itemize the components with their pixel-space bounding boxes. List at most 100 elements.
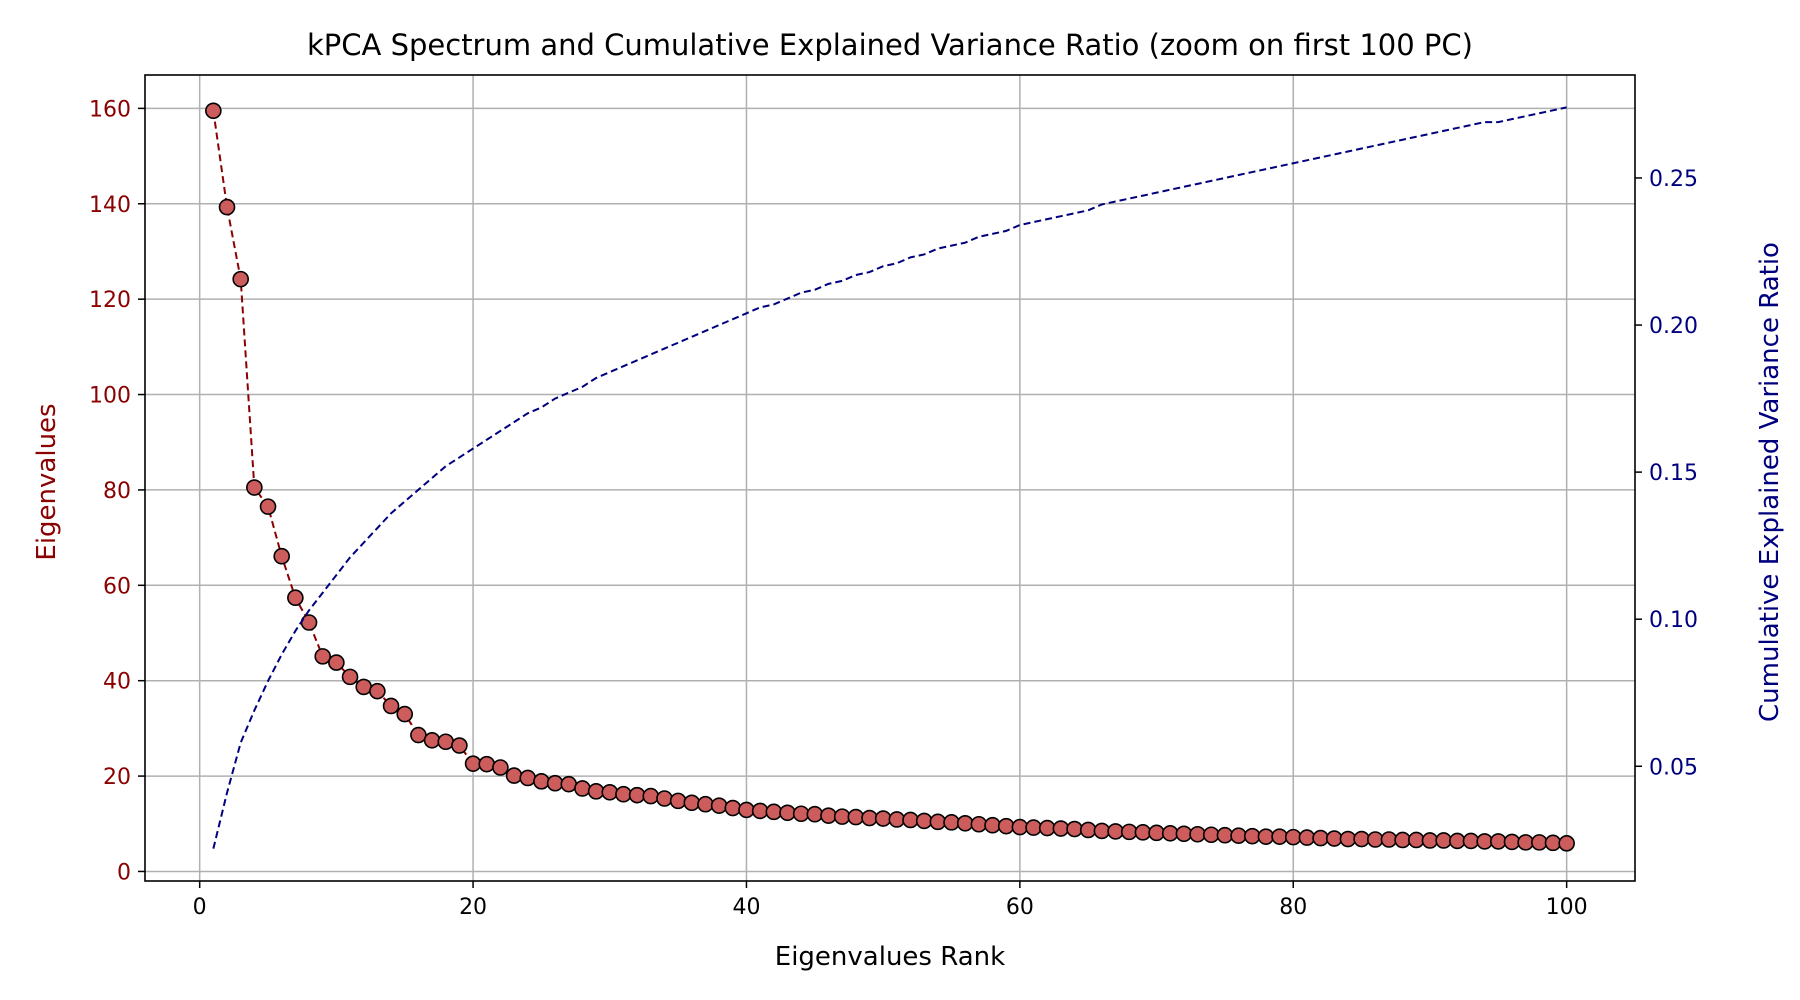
eigenvalue-point xyxy=(587,783,605,800)
eigenvalue-point xyxy=(1161,825,1179,842)
eigenvalue-point xyxy=(1243,827,1261,845)
x-tick-label: 60 xyxy=(1006,895,1034,920)
eigenvalue-point xyxy=(1531,834,1548,851)
eigenvalue-point xyxy=(451,737,468,754)
eigenvalue-point xyxy=(533,773,550,790)
eigenvalue-point xyxy=(792,805,810,823)
eigenvalue-point xyxy=(423,732,441,749)
eigenvalue-point xyxy=(519,769,537,787)
y-right-tick-label: 0.25 xyxy=(1649,167,1698,192)
eigenvalue-point xyxy=(1380,831,1398,848)
eigenvalue-point xyxy=(697,795,714,813)
grid xyxy=(145,75,1635,881)
eigenvalue-point xyxy=(601,783,619,801)
eigenvalue-point xyxy=(314,648,332,665)
eigenvalue-point xyxy=(1503,833,1521,851)
eigenvalue-point xyxy=(546,774,564,792)
y-right-axis-label: Cumulative Explained Variance Ratio xyxy=(1755,242,1785,722)
eigenvalue-point xyxy=(205,102,222,120)
y-right-tick-label: 0.10 xyxy=(1649,608,1698,633)
eigenvalue-point xyxy=(956,814,974,832)
x-tick-label: 80 xyxy=(1279,895,1307,920)
eigenvalue-point xyxy=(779,804,796,822)
eigenvalue-point xyxy=(751,802,769,820)
eigenvalue-point xyxy=(328,654,345,671)
eigenvalue-point xyxy=(1216,826,1234,844)
eigenvalue-point xyxy=(492,759,509,776)
eigenvalue-point xyxy=(984,816,1001,834)
eigenvalue-point xyxy=(1175,825,1193,843)
eigenvalue-point xyxy=(888,811,906,828)
y-right-tick-label: 0.20 xyxy=(1649,314,1698,339)
y-left-tick-label: 0 xyxy=(117,860,131,885)
eigenvalue-point xyxy=(710,797,728,814)
eigenvalue-point xyxy=(669,792,687,810)
eigenvalue-point xyxy=(1093,822,1111,840)
eigenvalue-point xyxy=(1325,830,1343,847)
eigenvalue-point xyxy=(341,668,359,686)
eigenvalue-point xyxy=(943,814,960,831)
eigenvalue-point xyxy=(642,787,660,805)
y-left-tick-label: 20 xyxy=(103,765,131,790)
eigenvalue-point xyxy=(861,809,878,827)
y-left-tick-label: 80 xyxy=(103,479,131,504)
eigenvalue-point xyxy=(656,790,673,807)
eigenvalue-point xyxy=(902,811,919,829)
eigenvalue-point xyxy=(1284,828,1302,846)
eigenvalue-point xyxy=(820,807,837,824)
eigenvalue-point xyxy=(1366,831,1384,848)
eigenvalue-point xyxy=(1066,820,1083,838)
eigenvalue-point xyxy=(915,812,933,830)
eigenvalue-point xyxy=(505,767,523,784)
eigenvalue-point xyxy=(628,786,646,804)
eigenvalue-point xyxy=(1271,828,1288,845)
eigenvalue-point xyxy=(396,705,414,723)
eigenvalue-point xyxy=(847,808,865,826)
eigenvalue-point xyxy=(615,785,632,803)
eigenvalue-point xyxy=(300,614,318,631)
eigenvalue-point xyxy=(1339,830,1357,848)
y-left-tick-label: 160 xyxy=(89,97,131,122)
eigenvalue-point xyxy=(833,808,851,825)
y-right-axis-ticks: 0.05 0.10 0.15 0.20 0.25 xyxy=(1635,167,1698,780)
eigenvalue-point xyxy=(1517,834,1534,851)
eigenvalue-point xyxy=(1448,832,1466,850)
eigenvalue-point xyxy=(369,682,386,700)
eigenvalue-point xyxy=(1189,825,1206,843)
eigenvalue-point xyxy=(997,817,1015,835)
eigenvalue-point xyxy=(1011,818,1029,836)
eigenvalue-point xyxy=(738,801,755,819)
cumulative-variance-line xyxy=(212,106,1567,849)
eigenvalue-point xyxy=(970,815,988,833)
eigenvalue-point xyxy=(273,547,290,565)
eigenvalue-point xyxy=(1134,824,1152,841)
y-left-tick-label: 60 xyxy=(103,574,131,599)
eigenvalue-point xyxy=(218,198,236,216)
eigenvalue-point xyxy=(683,794,701,812)
eigenvalue-point xyxy=(1148,824,1165,842)
eigenvalue-point xyxy=(574,780,591,797)
eigenvalue-point xyxy=(724,799,742,817)
eigenvalue-point xyxy=(1394,831,1411,849)
y-left-tick-label: 40 xyxy=(103,670,131,695)
eigenvalue-point xyxy=(1353,830,1370,848)
eigenvalue-point xyxy=(1421,832,1439,849)
y-left-tick-label: 140 xyxy=(89,193,131,218)
eigenvalue-point xyxy=(410,726,427,744)
chart-title: kPCA Spectrum and Cumulative Explained V… xyxy=(307,28,1473,62)
x-axis-ticks: 0 20 40 60 80 100 xyxy=(193,881,1588,920)
eigenvalue-point xyxy=(259,498,277,515)
y-left-tick-label: 120 xyxy=(89,288,131,313)
cumulative-variance-series xyxy=(212,106,1567,849)
eigenvalue-point xyxy=(929,813,947,831)
eigenvalue-point xyxy=(1025,819,1042,836)
eigenvalue-point xyxy=(232,270,249,288)
x-tick-label: 0 xyxy=(193,895,207,920)
eigenvalues-series xyxy=(205,102,1575,852)
eigenvalue-point xyxy=(806,805,824,823)
eigenvalue-point xyxy=(1230,827,1247,844)
y-right-tick-label: 0.15 xyxy=(1649,461,1698,486)
eigenvalue-point xyxy=(437,733,455,751)
eigenvalue-point xyxy=(1558,835,1575,852)
eigenvalue-point xyxy=(478,755,496,773)
